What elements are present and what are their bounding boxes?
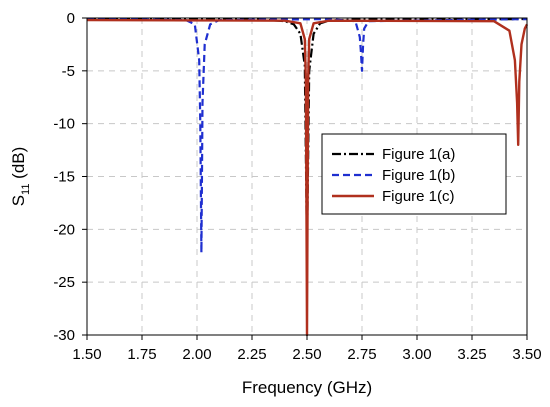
legend-box (321, 133, 507, 215)
x-tick-label: 3.50 (512, 346, 541, 363)
x-axis-title: Frequency (GHz) (242, 378, 372, 397)
y-tick-label: -20 (53, 221, 75, 238)
y-tick-label: -25 (53, 274, 75, 291)
x-tick-label: 3.00 (402, 346, 431, 363)
y-axis-title-base: S (9, 195, 28, 206)
y-tick-label: -15 (53, 169, 75, 186)
x-tick-label: 3.25 (457, 346, 486, 363)
y-tick-label: 0 (67, 10, 75, 27)
legend-label-3: Figure 1(c) (382, 188, 455, 205)
y-tick-label: -30 (53, 327, 75, 344)
legend-label-2: Figure 1(b) (382, 167, 455, 184)
y-tick-labels: 0 -5 -10 -15 -20 -25 -30 (53, 10, 87, 344)
x-tick-label: 2.25 (237, 346, 266, 363)
y-tick-label: -10 (53, 116, 75, 133)
x-tick-label: 2.50 (292, 346, 321, 363)
y-axis-title-subscript: 11 (20, 184, 32, 195)
series-layer (86, 17, 529, 337)
x-tick-label: 2.75 (347, 346, 376, 363)
x-tick-labels: 1.50 1.75 2.00 2.25 2.50 2.75 3.00 3.25 3.50 (72, 335, 542, 363)
x-tick-label: 2.00 (182, 346, 211, 363)
y-axis-title-unit: (dB) (9, 147, 28, 184)
x-tick-label: 1.75 (127, 346, 156, 363)
y-tick-label: -5 (62, 63, 75, 80)
legend: Figure 1(a) Figure 1(b) Figure 1(c) (321, 133, 507, 215)
series-line-3 (86, 18, 529, 337)
y-axis-title: S11 (dB) (9, 147, 32, 207)
legend-label-1: Figure 1(a) (382, 146, 455, 163)
x-tick-label: 1.50 (72, 346, 101, 363)
